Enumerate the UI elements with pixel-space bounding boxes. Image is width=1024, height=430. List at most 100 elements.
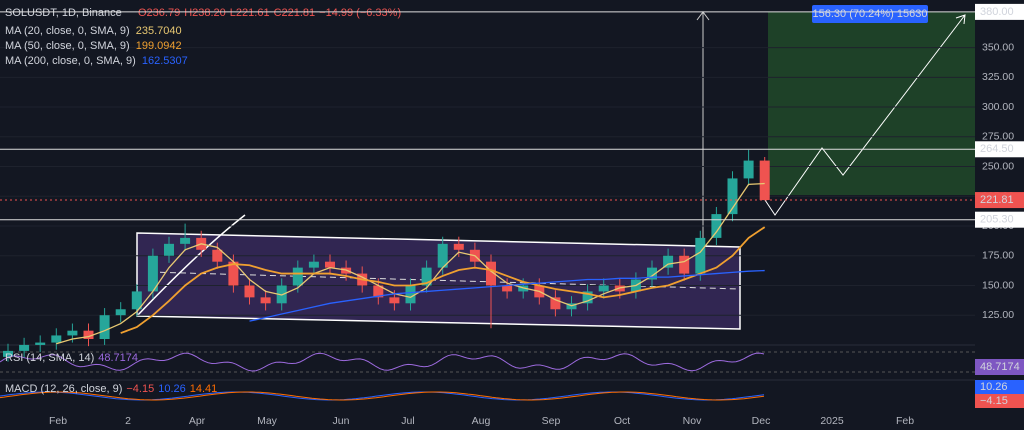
rsi-tag-label: 48.7174 [980, 361, 1020, 373]
candle-body [502, 285, 513, 292]
measure-box [812, 5, 928, 23]
candle-body [115, 309, 126, 316]
signal-line [0, 391, 765, 401]
candle-body [99, 315, 110, 339]
x-tick-label: Dec [752, 415, 771, 427]
change: −14.99 (−6.33%) [319, 7, 401, 19]
candle-body [325, 261, 335, 268]
y-tick-label: 250.00 [982, 160, 1014, 172]
ma-name: MA (200, close, 0, SMA, 9) [5, 55, 136, 67]
y-tick-label: 150.00 [982, 279, 1014, 291]
candle-body [437, 243, 448, 268]
x-tick-label: Jun [333, 415, 350, 427]
candle-body [260, 297, 271, 304]
candle-body [663, 255, 674, 268]
ohlc-value: O236.79 [138, 7, 180, 19]
x-tick-label: Apr [189, 415, 206, 427]
candle-body [695, 237, 706, 274]
projection [764, 14, 966, 216]
ma-value: 235.7040 [136, 25, 182, 37]
candle-body [711, 214, 722, 238]
candle-body [727, 178, 738, 215]
price-tag-label: 264.50 [980, 143, 1014, 155]
candle-body [647, 267, 657, 280]
candle-body [582, 291, 593, 304]
candle-body [51, 335, 62, 343]
ma-legend: MA (50, close, 0, SMA, 9) 199.0942 [5, 40, 182, 52]
y-tick-label: 125.00 [982, 309, 1014, 321]
x-tick-label: Nov [683, 415, 702, 427]
symbol: SOLUSDT, 1D, Binance [5, 7, 122, 19]
candle-body [19, 344, 30, 351]
candle-body [35, 342, 46, 345]
candle-body [244, 285, 255, 298]
x-tick-label: 2025 [820, 415, 844, 427]
ma-value: 162.5307 [142, 55, 188, 67]
price-tag [975, 211, 1024, 228]
macd-line [0, 391, 765, 401]
candle-body [486, 261, 496, 286]
macd-tag [975, 394, 1024, 408]
macd-value: 10.26 [158, 383, 186, 395]
candle-body [550, 297, 561, 310]
candle-body [67, 330, 78, 336]
x-tick-label: Sep [542, 415, 561, 427]
price-tag [975, 3, 1024, 20]
ohlc-value: H238.20 [184, 7, 226, 19]
ma-line [56, 182, 765, 345]
rsi-tag [975, 359, 1024, 375]
ohlc: O236.79 H238.20 L221.61 C221.81 −14.99 (−6.3… [138, 7, 401, 19]
ohlc-value: L221.61 [230, 7, 270, 19]
x-tick-label: Oct [614, 415, 630, 427]
macd-tag-label: 10.26 [980, 381, 1008, 393]
x-tick-label: 2 [125, 415, 131, 427]
candle-body [3, 350, 13, 357]
candle-body [421, 267, 432, 286]
macd-value: 14.41 [190, 383, 218, 395]
ohlc-value: C221.81 [274, 7, 316, 19]
channel-mid [149, 271, 741, 290]
y-tick-label: 300.00 [982, 101, 1014, 113]
candle-body [131, 291, 142, 310]
candle-body [212, 249, 223, 262]
candle-body [389, 297, 400, 304]
rsi-legend: RSI (14, SMA, 14) 48.7174 [5, 352, 138, 364]
candle-body [679, 255, 690, 274]
candle-body [147, 255, 158, 292]
candle-body [164, 243, 174, 256]
price-tag [975, 141, 1024, 158]
rsi-line [0, 352, 765, 372]
candle-body [228, 261, 239, 286]
ma-name: MA (20, close, 0, SMA, 9) [5, 25, 130, 37]
candle-body [743, 160, 754, 179]
candle-body [598, 285, 609, 292]
y-tick-label: 175.00 [982, 250, 1014, 262]
price-tag-label: 380.00 [980, 6, 1014, 18]
ma-legend: MA (20, close, 0, SMA, 9) 235.7040 [5, 25, 182, 37]
candle-body [373, 285, 384, 298]
macd-name: MACD (12, 26, close, 9) [5, 383, 122, 395]
x-tick-label: Jul [401, 415, 414, 427]
x-tick-label: May [257, 415, 278, 427]
x-tick-label: Feb [896, 415, 914, 427]
ma-legend: MA (200, close, 0, SMA, 9) 162.5307 [5, 55, 188, 67]
macd-value: −4.15 [126, 383, 154, 395]
price-tag-label: 221.81 [980, 194, 1014, 206]
candle-body [453, 243, 464, 250]
ma-line [120, 226, 766, 334]
macd-legend: MACD (12, 26, close, 9) −4.15 10.26 14.41 [5, 383, 217, 395]
ma-value: 199.0942 [136, 40, 182, 52]
x-tick-label: Aug [472, 415, 491, 427]
macd-tag [975, 380, 1024, 394]
y-tick-label: 350.00 [982, 41, 1014, 53]
candle-body [405, 285, 416, 304]
candle-body [83, 330, 94, 339]
rsi-value: 48.7174 [98, 352, 138, 364]
candle-body [759, 160, 770, 201]
target-zone [768, 12, 975, 195]
candle-body [308, 261, 319, 268]
arc [136, 214, 246, 317]
measure-label: 156.30 (70.24%) 15630 [813, 8, 928, 20]
